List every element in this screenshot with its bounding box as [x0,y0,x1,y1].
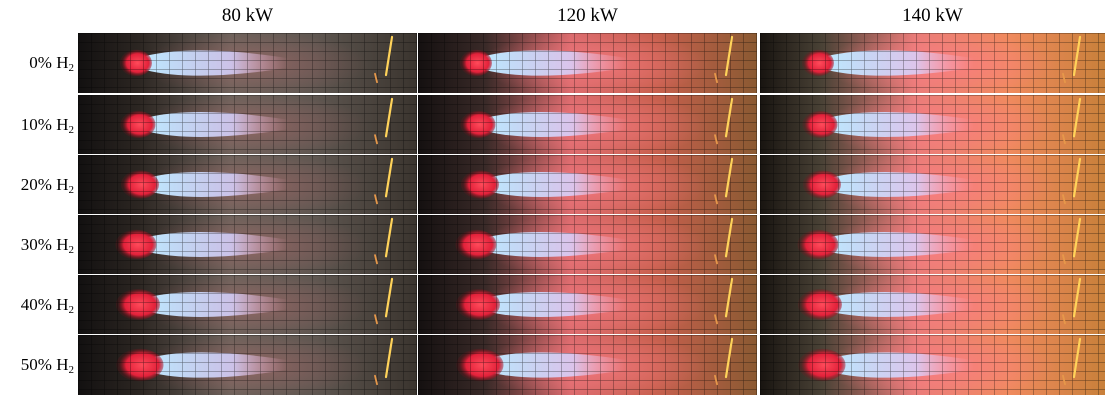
probe-glow [384,97,394,138]
flame-photo-80kw-40pct [78,275,417,334]
grid-overlay [78,215,417,274]
grid-overlay [760,155,1105,214]
row-label-subscript: 2 [68,364,75,376]
grid-overlay [760,33,1105,93]
grid-overlay [760,335,1105,395]
grid-overlay [418,155,757,214]
flame-photo-120kw-20pct [418,155,757,214]
probe-tip [714,254,718,265]
row-label-text: 10% H [20,114,69,134]
probe-glow [724,97,734,138]
row-label-text: 50% H [20,355,69,374]
column-header-80kw: 80 kW [221,5,274,26]
flame-photo-140kw-50pct [760,335,1105,395]
grid-overlay [760,215,1105,274]
flame-photo-140kw-0pct [760,33,1105,93]
row-label-50pct-h2: 50% H2 [0,355,75,376]
probe-tip [374,254,378,265]
probe-tip [1062,374,1066,386]
flame-photo-140kw-10pct [760,95,1105,154]
probe-tip [374,134,378,145]
flame-photo-80kw-10pct [78,95,417,154]
probe-glow [724,217,734,258]
probe-tip [374,374,378,386]
flame-photo-120kw-50pct [418,335,757,395]
probe-tip [1062,194,1066,205]
row-label-text: 0% H [29,53,69,72]
row-label-subscript: 2 [68,62,75,74]
grid-overlay [418,33,757,93]
probe-tip [714,374,718,386]
probe-tip [714,134,718,145]
probe-glow [1072,277,1082,318]
probe-glow [724,35,734,77]
grid-overlay [418,275,757,334]
column-header-120kw: 120 kW [557,5,618,26]
probe-glow [384,277,394,318]
grid-overlay [760,275,1105,334]
probe-tip [1062,72,1066,84]
probe-tip [714,194,718,205]
probe-glow [724,157,734,198]
probe-glow [384,337,394,379]
column-header-140kw: 140 kW [902,5,963,26]
row-label-subscript: 2 [68,123,75,136]
grid-overlay [78,155,417,214]
probe-glow [724,337,734,379]
grid-overlay [78,335,417,395]
probe-tip [1062,134,1066,145]
probe-glow [1072,157,1082,198]
row-label-10pct-h2: 10% H2 [0,114,75,136]
probe-tip [374,72,378,84]
flame-photo-120kw-30pct [418,215,757,274]
probe-tip [714,72,718,84]
probe-glow [1072,217,1082,258]
flame-photo-80kw-30pct [78,215,417,274]
row-label-40pct-h2: 40% H2 [0,294,75,316]
probe-glow [384,35,394,77]
flame-photo-80kw-0pct [78,33,417,93]
row-label-20pct-h2: 20% H2 [0,174,75,196]
row-label-text: 20% H [20,174,69,194]
probe-glow [384,217,394,258]
probe-glow [384,157,394,198]
row-label-subscript: 2 [68,183,75,196]
grid-overlay [418,215,757,274]
flame-photo-80kw-20pct [78,155,417,214]
probe-glow [1072,337,1082,379]
flame-photo-140kw-20pct [760,155,1105,214]
probe-glow [1072,97,1082,138]
row-label-0pct-h2: 0% H2 [0,53,75,74]
flame-photo-80kw-50pct [78,335,417,395]
probe-tip [374,314,378,325]
grid-overlay [418,335,757,395]
flame-photo-140kw-30pct [760,215,1105,274]
row-label-30pct-h2: 30% H2 [0,234,75,256]
row-label-text: 40% H [20,294,69,314]
grid-overlay [418,95,757,154]
flame-photo-120kw-40pct [418,275,757,334]
grid-overlay [78,33,417,93]
grid-overlay [78,275,417,334]
probe-glow [1072,35,1082,77]
flame-photo-140kw-40pct [760,275,1105,334]
grid-overlay [760,95,1105,154]
row-label-subscript: 2 [68,303,75,316]
row-label-text: 30% H [20,234,69,254]
probe-tip [374,194,378,205]
row-label-subscript: 2 [68,243,75,256]
probe-tip [714,314,718,325]
probe-tip [1062,314,1066,325]
probe-glow [724,277,734,318]
flame-photo-120kw-0pct [418,33,757,93]
flame-photo-120kw-10pct [418,95,757,154]
probe-tip [1062,254,1066,265]
grid-overlay [78,95,417,154]
